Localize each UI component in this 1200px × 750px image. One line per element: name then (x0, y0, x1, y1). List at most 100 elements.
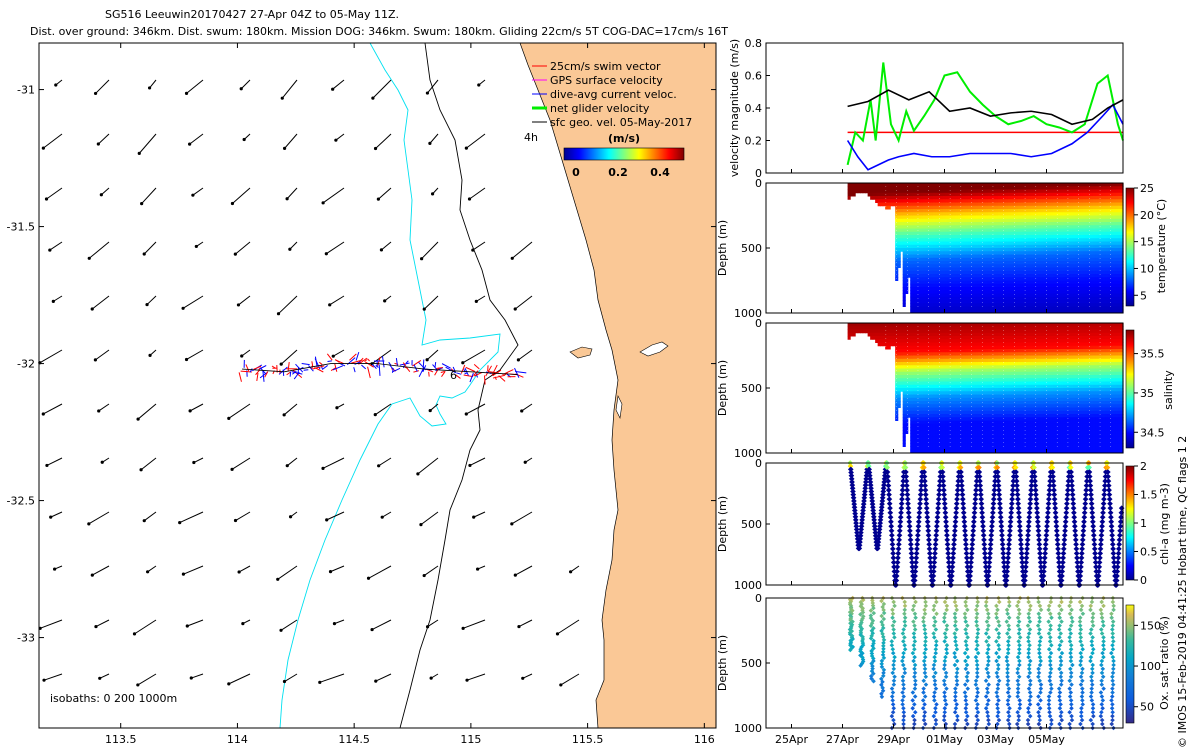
geo-arrow-shaft (95, 349, 110, 361)
field-cell (905, 423, 909, 428)
field-cell (897, 261, 901, 265)
geo-arrow-shaft (98, 403, 110, 412)
geo-arrow-head (98, 676, 102, 680)
geo-arrow-head (189, 676, 193, 680)
land (520, 43, 716, 728)
field-cell (902, 293, 906, 298)
geo-arrow (419, 511, 439, 527)
geo-arrow-head (321, 201, 325, 205)
track-vector (484, 375, 486, 385)
field-cell (905, 290, 909, 294)
geo-arrow-shaft (92, 565, 110, 576)
geo-arrow-shaft (240, 79, 251, 90)
geo-arrow (140, 187, 157, 206)
geo-arrow-shaft (137, 403, 157, 420)
geo-arrow-shaft (95, 619, 110, 628)
geo-arrow (464, 403, 486, 416)
geo-arrow-head (100, 460, 104, 464)
geo-arrow-shaft (147, 565, 157, 573)
geo-arrow (233, 511, 251, 523)
geo-arrow (422, 295, 439, 311)
geo-arrow-shaft (43, 133, 63, 149)
geo-arrow-head (99, 193, 103, 197)
field-cell (902, 433, 906, 438)
field-cell (847, 196, 851, 200)
geo-arrow-head (48, 248, 52, 252)
geo-arrow-shaft (95, 79, 110, 94)
map-xtick-label: 114.5 (338, 733, 370, 746)
geo-arrow (240, 349, 251, 358)
field-cell (897, 401, 901, 405)
geo-arrow (366, 565, 392, 580)
geo-arrow-head (233, 518, 238, 523)
geo-arrow-shaft (241, 349, 251, 357)
velocity-ytick-label: 0.2 (745, 135, 763, 148)
geo-arrow-head (468, 463, 472, 468)
geo-arrow-shaft (515, 565, 533, 576)
geo-arrow-shaft (378, 457, 392, 467)
geo-arrow (334, 133, 345, 142)
geo-arrow-head (380, 515, 384, 519)
geo-arrow (181, 295, 204, 310)
map-xtick-label: 116 (694, 733, 715, 746)
geo-arrow-shaft (186, 349, 204, 360)
geo-arrow-head (559, 683, 563, 687)
geo-arrow-head (230, 201, 235, 206)
geo-arrow-shaft (88, 241, 110, 259)
geo-arrow (425, 79, 439, 95)
geo-arrow-head (136, 683, 140, 687)
field-cell (852, 192, 856, 197)
geo-arrow (185, 619, 204, 628)
geo-arrow (288, 511, 298, 519)
geo-arrow-head (461, 361, 465, 365)
geo-arrow-shaft (423, 565, 439, 576)
geo-arrow (510, 241, 533, 260)
geo-arrow-head (230, 467, 234, 471)
temperature-cbar-tick-label: 25 (1140, 182, 1154, 195)
geo-arrow-head (429, 676, 433, 680)
geo-arrow (94, 619, 110, 629)
geo-arrow-head (516, 358, 520, 362)
geo-arrow (371, 79, 392, 100)
geo-arrow (377, 457, 392, 468)
geo-arrow-head (521, 676, 525, 680)
geo-arrow-head (569, 570, 573, 574)
geo-arrow-shaft (329, 295, 345, 306)
geo-arrow-head (97, 409, 101, 413)
geo-arrow-head (332, 622, 337, 626)
geo-arrow-head (276, 577, 280, 581)
geo-arrow-head (142, 519, 146, 523)
geo-arrow (510, 511, 533, 526)
geo-arrow-shaft (232, 187, 251, 204)
geo-arrow-shaft (281, 79, 298, 99)
geo-arrow-head (334, 138, 338, 142)
geo-arrow (425, 349, 439, 362)
geo-arrow-head (419, 522, 423, 527)
geo-arrow-shaft (466, 133, 486, 149)
geo-arrow-head (371, 96, 375, 100)
geo-arrow-head (285, 464, 289, 468)
geo-arrow-head (331, 354, 335, 358)
geo-arrow-head (242, 137, 246, 142)
geo-arrow-shaft (289, 241, 298, 250)
field-cell (847, 336, 851, 340)
geo-arrow (90, 295, 110, 311)
geo-arrow (376, 187, 392, 201)
geo-arrow-head (425, 358, 429, 362)
geo-arrow (96, 133, 110, 146)
geo-arrow-shaft (228, 403, 251, 419)
geo-arrow-shaft (179, 511, 204, 524)
geo-arrow-shaft (39, 619, 63, 629)
geo-arrow-head (370, 627, 374, 632)
geo-arrow-shaft (333, 349, 345, 357)
geo-arrow-shaft (469, 457, 486, 466)
geo-arrow-shaft (286, 457, 298, 467)
geo-arrow-head (237, 570, 241, 574)
geo-arrow (332, 619, 345, 626)
geo-arrow (97, 403, 110, 413)
temperature-cbar-tick-label: 5 (1140, 289, 1147, 302)
geo-arrow-head (192, 460, 196, 465)
field-cell (897, 397, 901, 402)
geo-arrow-shaft (235, 511, 251, 521)
